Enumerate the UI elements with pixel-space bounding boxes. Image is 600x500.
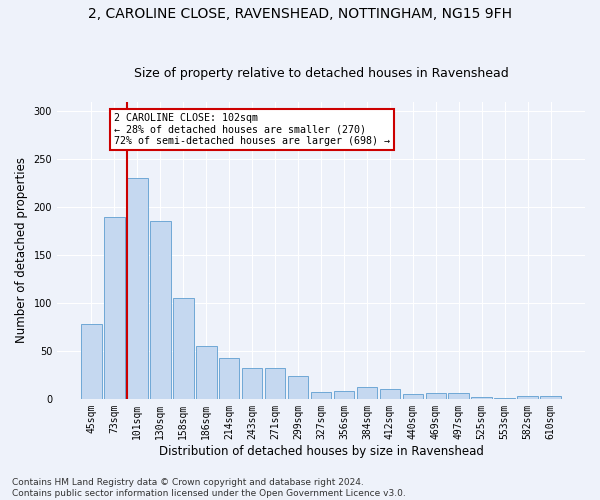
Bar: [334, 391, 355, 399]
Text: 2, CAROLINE CLOSE, RAVENSHEAD, NOTTINGHAM, NG15 9FH: 2, CAROLINE CLOSE, RAVENSHEAD, NOTTINGHA…: [88, 8, 512, 22]
Text: Contains HM Land Registry data © Crown copyright and database right 2024.
Contai: Contains HM Land Registry data © Crown c…: [12, 478, 406, 498]
Bar: [127, 178, 148, 399]
Bar: [81, 324, 102, 399]
Bar: [380, 389, 400, 399]
X-axis label: Distribution of detached houses by size in Ravenshead: Distribution of detached houses by size …: [158, 444, 484, 458]
Y-axis label: Number of detached properties: Number of detached properties: [15, 157, 28, 343]
Bar: [403, 394, 423, 399]
Bar: [150, 222, 170, 399]
Text: 2 CAROLINE CLOSE: 102sqm
← 28% of detached houses are smaller (270)
72% of semi-: 2 CAROLINE CLOSE: 102sqm ← 28% of detach…: [115, 113, 391, 146]
Bar: [196, 346, 217, 399]
Bar: [425, 393, 446, 399]
Bar: [288, 376, 308, 399]
Bar: [517, 396, 538, 399]
Bar: [472, 397, 492, 399]
Bar: [265, 368, 286, 399]
Bar: [311, 392, 331, 399]
Bar: [173, 298, 194, 399]
Title: Size of property relative to detached houses in Ravenshead: Size of property relative to detached ho…: [134, 66, 508, 80]
Bar: [219, 358, 239, 399]
Bar: [494, 398, 515, 399]
Bar: [104, 216, 125, 399]
Bar: [541, 396, 561, 399]
Bar: [448, 393, 469, 399]
Bar: [242, 368, 262, 399]
Bar: [356, 388, 377, 399]
